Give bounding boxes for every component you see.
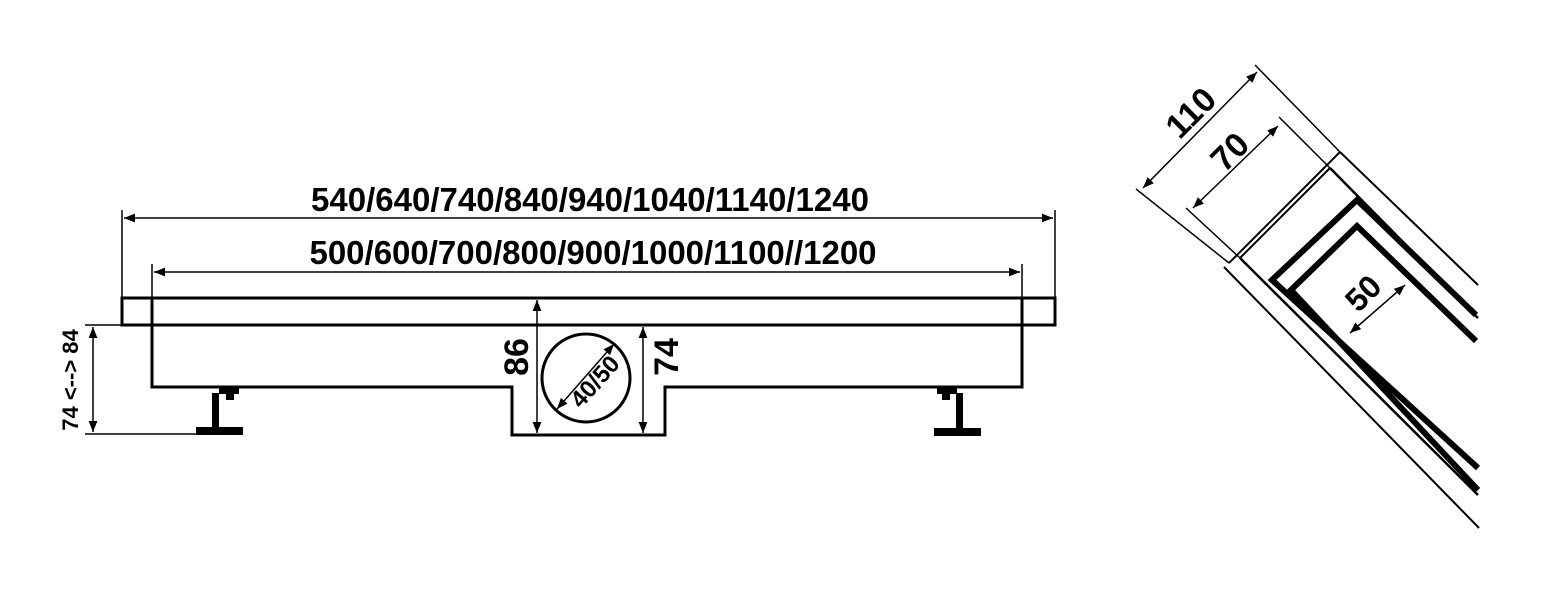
left-foot bbox=[196, 388, 243, 435]
grate-width-label: 50 bbox=[1338, 268, 1389, 319]
cover-plate bbox=[120, 296, 1057, 327]
adjustable-height-label: 74 <--> 84 bbox=[58, 328, 83, 430]
outlet-circle bbox=[540, 332, 632, 424]
outlet-height-label: 74 bbox=[648, 338, 686, 376]
channel-width-dimension-line bbox=[1192, 125, 1279, 209]
right-foot bbox=[934, 388, 981, 436]
channel-width-label: 70 bbox=[1203, 125, 1257, 179]
grate-inner-profile bbox=[1286, 221, 1481, 493]
grate-width-dimension-line bbox=[1349, 284, 1406, 334]
height-label: 86 bbox=[498, 338, 536, 376]
outer-outline bbox=[1339, 151, 1479, 286]
outlet-diameter-label: 40/50 bbox=[565, 351, 625, 414]
channel-wall-left bbox=[1239, 257, 1479, 496]
outlet-diameter-dimension-line bbox=[556, 343, 615, 410]
side-view: 110 70 50 bbox=[1135, 64, 1481, 529]
outer-length-label: 540/640/740/840/940/1040/1140/1240 bbox=[311, 181, 869, 218]
inner-length-label: 500/600/700/800/900/1000/1100//1200 bbox=[309, 234, 876, 271]
front-view: 540/640/740/840/940/1040/1140/1240 500/6… bbox=[58, 181, 1057, 437]
total-width-label: 110 bbox=[1158, 80, 1224, 146]
grate-outer-profile bbox=[1267, 195, 1481, 471]
drain-body bbox=[150, 298, 1024, 437]
